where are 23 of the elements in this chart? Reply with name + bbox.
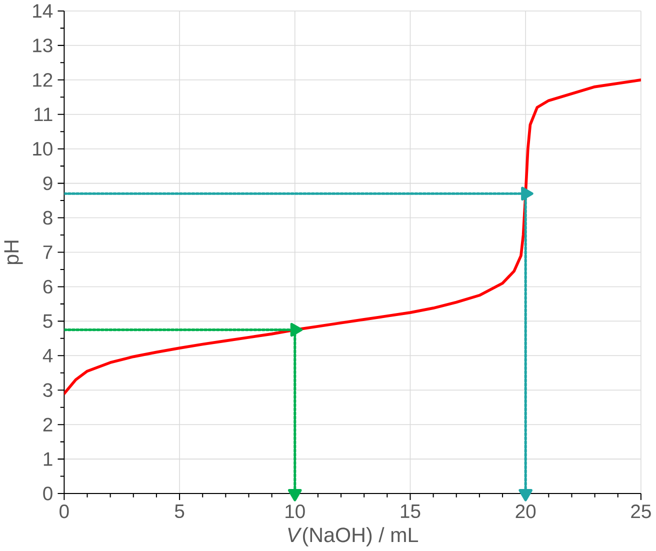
x-tick-label: 20 — [516, 504, 536, 518]
y-axis-title: pH — [4, 240, 23, 264]
x-axis-title: V(NaOH) / mL — [288, 527, 418, 547]
y-tick-label: 4 — [42, 349, 53, 362]
x-tick-label: 25 — [631, 504, 651, 518]
y-tick-label: 13 — [33, 38, 52, 52]
y-tick-label: 11 — [34, 108, 52, 122]
y-tick-label: 10 — [33, 142, 52, 156]
y-tick-label: 2 — [43, 418, 52, 432]
x-tick-label: 0 — [60, 504, 69, 518]
y-tick-label: 6 — [43, 280, 52, 294]
x-tick-label: 10 — [286, 504, 305, 518]
x-tick-label: 5 — [174, 504, 184, 518]
y-tick-label: 3 — [43, 383, 52, 398]
y-tick-label: 1 — [44, 452, 52, 466]
y-tick-label: 0 — [43, 486, 52, 501]
y-tick-label: 12 — [33, 73, 52, 87]
y-tick-label: 9 — [43, 176, 52, 190]
y-tick-label: 5 — [43, 314, 52, 328]
y-tick-label: 14 — [33, 4, 53, 18]
y-tick-label: 7 — [43, 246, 52, 260]
x-tick-label: 15 — [400, 504, 420, 518]
y-tick-label: 8 — [43, 211, 52, 225]
